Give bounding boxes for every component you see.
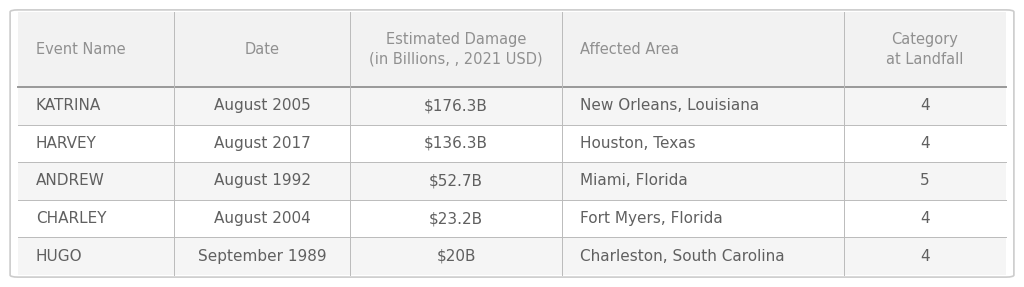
Text: Category
at Landfall: Category at Landfall <box>887 32 964 67</box>
Text: Fort Myers, Florida: Fort Myers, Florida <box>581 211 723 226</box>
Text: $176.3B: $176.3B <box>424 98 488 113</box>
Text: HARVEY: HARVEY <box>36 136 96 151</box>
Text: HUGO: HUGO <box>36 249 82 264</box>
Text: KATRINA: KATRINA <box>36 98 101 113</box>
Text: Miami, Florida: Miami, Florida <box>581 173 688 189</box>
Text: 4: 4 <box>921 211 930 226</box>
Text: Charleston, South Carolina: Charleston, South Carolina <box>581 249 784 264</box>
Text: $136.3B: $136.3B <box>424 136 488 151</box>
Text: August 2017: August 2017 <box>214 136 310 151</box>
Text: September 1989: September 1989 <box>198 249 327 264</box>
Text: August 2004: August 2004 <box>214 211 310 226</box>
Bar <box>18 200 1006 237</box>
Text: ANDREW: ANDREW <box>36 173 104 189</box>
Text: Event Name: Event Name <box>36 42 125 57</box>
Text: New Orleans, Louisiana: New Orleans, Louisiana <box>581 98 760 113</box>
Bar <box>18 162 1006 200</box>
Text: $52.7B: $52.7B <box>429 173 483 189</box>
Bar <box>18 12 1006 87</box>
Bar <box>18 237 1006 275</box>
Text: $23.2B: $23.2B <box>429 211 483 226</box>
Bar <box>18 87 1006 125</box>
Text: Estimated Damage
(in Billions, , 2021 USD): Estimated Damage (in Billions, , 2021 US… <box>370 32 543 67</box>
Text: 4: 4 <box>921 249 930 264</box>
Text: 4: 4 <box>921 98 930 113</box>
Text: August 2005: August 2005 <box>214 98 310 113</box>
Text: August 1992: August 1992 <box>214 173 310 189</box>
Text: Houston, Texas: Houston, Texas <box>581 136 695 151</box>
Bar <box>18 125 1006 162</box>
Text: 5: 5 <box>921 173 930 189</box>
Text: Date: Date <box>245 42 280 57</box>
Text: Affected Area: Affected Area <box>581 42 679 57</box>
Text: 4: 4 <box>921 136 930 151</box>
Text: $20B: $20B <box>436 249 476 264</box>
Text: CHARLEY: CHARLEY <box>36 211 106 226</box>
